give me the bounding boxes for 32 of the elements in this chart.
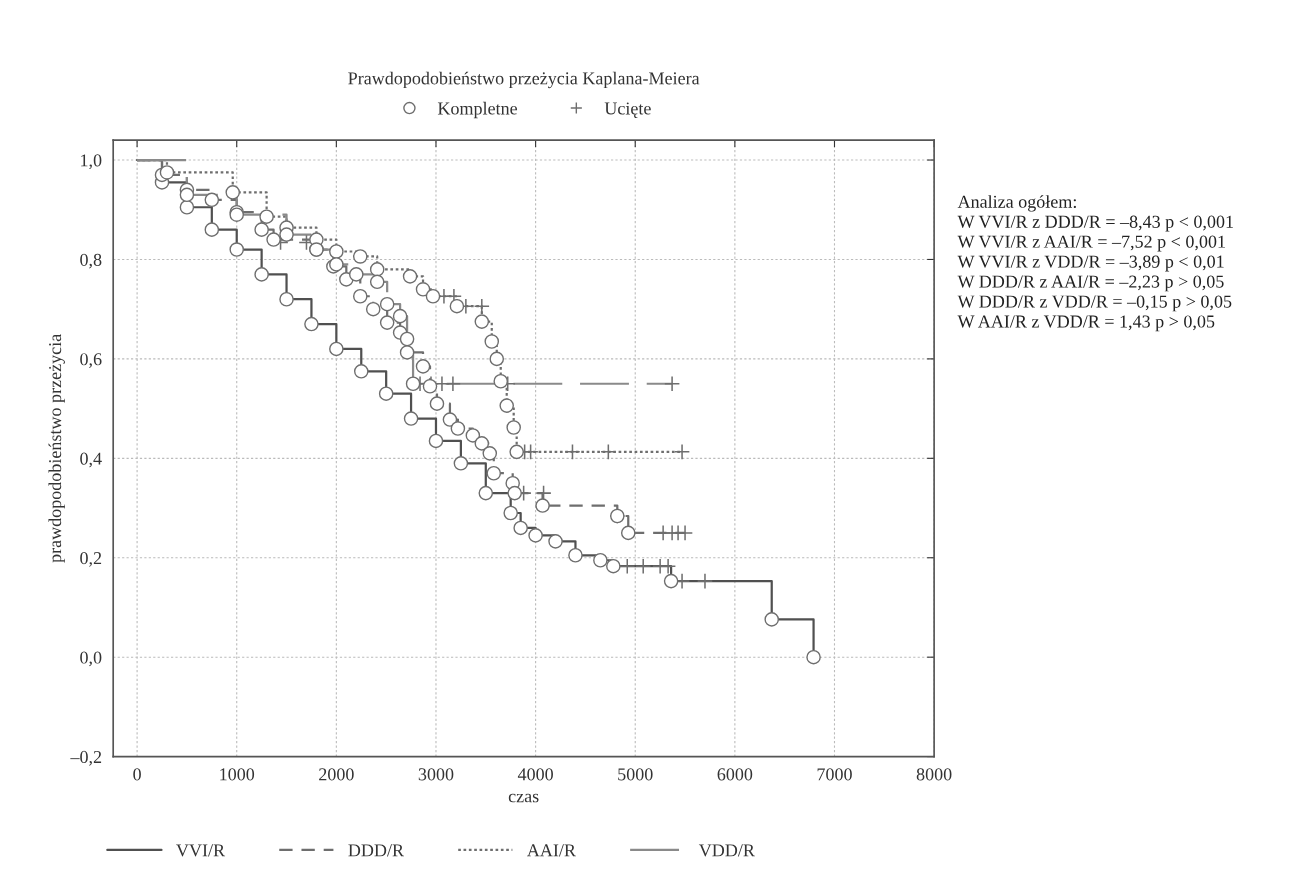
legend-label: VVI/R: [176, 844, 226, 857]
y-tick-label: 1,0: [81, 154, 102, 170]
x-tick-label: 3000: [418, 768, 454, 781]
legend-label: Kompletne: [437, 101, 518, 119]
y-axis-title: prawdopodobieństwo przeżycia: [48, 334, 65, 563]
y-tick-label: 0,2: [80, 552, 102, 567]
x-tick-label: 6000: [717, 768, 753, 781]
x-tick-label: 0: [133, 768, 141, 781]
text: W AAI/R z VDD/R = 1,43 p > 0,05: [957, 315, 1215, 332]
x-tick-label: 8000: [916, 768, 952, 781]
x-tick-label: 1000: [220, 768, 255, 781]
y-tick-label: 0,4: [80, 452, 102, 468]
x-tick-label: 5000: [618, 768, 653, 781]
text: Analiza ogółem:: [957, 195, 1076, 212]
y-tick-label: 0,8: [80, 253, 102, 269]
y-tick-label: 0,0: [80, 651, 102, 667]
x-tick-label: 7000: [817, 768, 852, 781]
text: W VVI/R z VDD/R = –3,89 p < 0,01: [957, 255, 1224, 272]
x-tick-label: 2000: [319, 768, 354, 781]
legend-label: DDD/R: [348, 844, 405, 857]
chart-title: Prawdopodobieństwo przeżycia Kaplana-Meiera: [348, 71, 700, 89]
text: W VVI/R z AAI/R = –7,52 p < 0,001: [957, 235, 1225, 252]
legend-label: VDD/R: [698, 844, 755, 857]
y-tick-label: –0,2: [70, 750, 102, 766]
legend-label: AAI/R: [526, 844, 576, 857]
legend-label: Ucięte: [604, 102, 651, 118]
x-axis-title: czas: [508, 793, 539, 803]
text: W VVI/R z DDD/R = –8,43 p < 0,001: [957, 215, 1233, 232]
text: W DDD/R z VDD/R = –0,15 p > 0,05: [957, 295, 1232, 312]
x-tick-label: 4000: [517, 768, 553, 781]
y-tick-label: 0,6: [80, 353, 102, 368]
text: W DDD/R z AAI/R = –2,23 p > 0,05: [957, 275, 1224, 292]
